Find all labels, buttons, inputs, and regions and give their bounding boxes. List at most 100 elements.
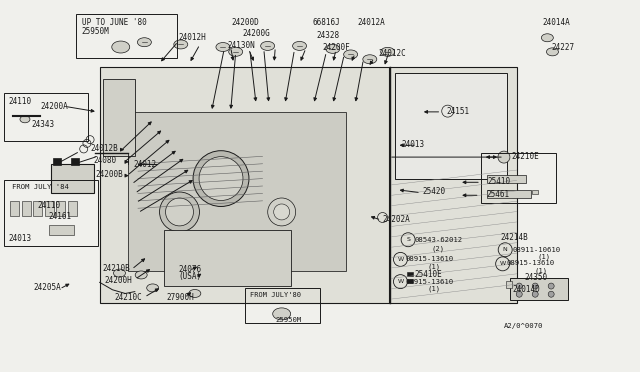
Bar bbox=[407, 272, 413, 276]
Text: 27900H: 27900H bbox=[167, 294, 195, 302]
Text: 08915-13610: 08915-13610 bbox=[406, 279, 454, 285]
Bar bbox=[164, 231, 291, 286]
Circle shape bbox=[516, 291, 522, 297]
Ellipse shape bbox=[541, 34, 554, 42]
Ellipse shape bbox=[547, 48, 559, 56]
Bar bbox=[4, 180, 99, 246]
Bar bbox=[532, 190, 538, 194]
Ellipse shape bbox=[20, 116, 30, 123]
Text: 24080: 24080 bbox=[94, 156, 117, 165]
Ellipse shape bbox=[113, 269, 125, 277]
Bar bbox=[481, 153, 556, 203]
Ellipse shape bbox=[344, 50, 358, 59]
Text: (1): (1) bbox=[428, 286, 440, 292]
Text: 24200D: 24200D bbox=[232, 18, 260, 27]
Text: FROM JULY '84: FROM JULY '84 bbox=[12, 184, 69, 190]
Text: 24014D: 24014D bbox=[513, 285, 541, 294]
Text: S: S bbox=[406, 237, 410, 242]
Text: 24205A: 24205A bbox=[34, 283, 61, 292]
Text: 24130N: 24130N bbox=[227, 41, 255, 51]
Bar bbox=[487, 190, 531, 198]
Ellipse shape bbox=[326, 44, 340, 53]
Text: 24012A: 24012A bbox=[357, 18, 385, 27]
Bar bbox=[4, 93, 88, 141]
Text: 25410: 25410 bbox=[487, 177, 511, 186]
Text: 24012C: 24012C bbox=[379, 49, 406, 58]
Circle shape bbox=[532, 283, 538, 289]
Text: 66816J: 66816J bbox=[312, 18, 340, 27]
Bar bbox=[49, 225, 74, 235]
Text: UP TO JUNE '80: UP TO JUNE '80 bbox=[83, 18, 147, 27]
Text: 24214B: 24214B bbox=[500, 233, 528, 243]
Text: 24350: 24350 bbox=[524, 273, 547, 282]
Bar bbox=[407, 279, 413, 283]
Ellipse shape bbox=[228, 47, 243, 56]
Text: 24210B: 24210B bbox=[103, 264, 131, 273]
Text: 24110: 24110 bbox=[8, 97, 31, 106]
Text: 24202A: 24202A bbox=[383, 215, 410, 224]
Text: 24328: 24328 bbox=[316, 31, 339, 41]
Ellipse shape bbox=[135, 271, 147, 279]
Text: 24012: 24012 bbox=[134, 160, 157, 169]
Bar bbox=[510, 278, 568, 300]
Ellipse shape bbox=[273, 308, 291, 320]
Ellipse shape bbox=[260, 41, 275, 50]
Circle shape bbox=[199, 157, 243, 201]
Text: W: W bbox=[397, 279, 404, 284]
Text: 24200F: 24200F bbox=[323, 42, 350, 51]
Text: (1): (1) bbox=[534, 267, 548, 274]
Text: 24013: 24013 bbox=[402, 140, 425, 149]
Circle shape bbox=[532, 291, 538, 297]
Circle shape bbox=[548, 291, 554, 297]
Bar bbox=[51, 164, 94, 193]
Ellipse shape bbox=[174, 40, 188, 49]
Text: 24343: 24343 bbox=[31, 121, 54, 129]
Text: 25410E: 25410E bbox=[415, 270, 442, 279]
Bar bbox=[53, 158, 61, 164]
Text: 08915-13610: 08915-13610 bbox=[506, 260, 555, 266]
Text: 24151: 24151 bbox=[447, 107, 470, 116]
Circle shape bbox=[159, 192, 200, 232]
Ellipse shape bbox=[292, 41, 307, 50]
Text: 24227: 24227 bbox=[551, 42, 574, 51]
Ellipse shape bbox=[363, 55, 377, 64]
Text: 25461: 25461 bbox=[486, 190, 509, 199]
Circle shape bbox=[548, 283, 554, 289]
Text: A2/0^0070: A2/0^0070 bbox=[504, 323, 543, 329]
Text: N: N bbox=[503, 247, 508, 252]
Text: 24200H: 24200H bbox=[104, 276, 132, 285]
Ellipse shape bbox=[138, 38, 152, 47]
Text: 25950M: 25950M bbox=[275, 317, 301, 323]
Text: 24210E: 24210E bbox=[511, 152, 540, 161]
Bar bbox=[45, 201, 54, 217]
Ellipse shape bbox=[381, 47, 395, 56]
Text: 08915-13610: 08915-13610 bbox=[406, 256, 454, 262]
Text: 08911-10610: 08911-10610 bbox=[513, 247, 561, 253]
Text: (1): (1) bbox=[428, 263, 440, 270]
Text: (USA): (USA) bbox=[178, 272, 202, 281]
Bar bbox=[33, 201, 42, 217]
Text: 25420: 25420 bbox=[422, 187, 445, 196]
Text: 24210C: 24210C bbox=[115, 294, 142, 302]
Text: FROM JULY'80: FROM JULY'80 bbox=[250, 292, 301, 298]
Bar bbox=[100, 67, 390, 303]
Text: 24012B: 24012B bbox=[90, 144, 118, 153]
Bar bbox=[76, 14, 177, 58]
Text: 25950M: 25950M bbox=[81, 26, 109, 36]
Text: 24110: 24110 bbox=[38, 201, 61, 210]
Ellipse shape bbox=[112, 41, 130, 53]
Text: 24012H: 24012H bbox=[178, 33, 206, 42]
Circle shape bbox=[498, 151, 510, 163]
Bar bbox=[396, 73, 507, 179]
Ellipse shape bbox=[189, 289, 201, 298]
Circle shape bbox=[516, 283, 522, 289]
Bar bbox=[71, 158, 79, 164]
Bar bbox=[506, 281, 511, 288]
Ellipse shape bbox=[147, 284, 159, 292]
Text: 24014A: 24014A bbox=[542, 18, 570, 27]
Text: 24076: 24076 bbox=[178, 265, 202, 274]
Text: 24200A: 24200A bbox=[40, 102, 68, 111]
Bar bbox=[10, 201, 19, 217]
Bar bbox=[129, 112, 346, 271]
Circle shape bbox=[268, 198, 296, 226]
